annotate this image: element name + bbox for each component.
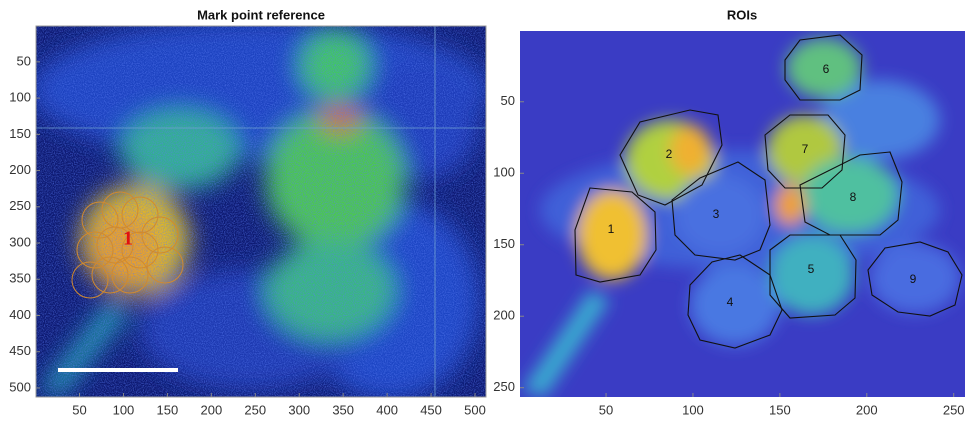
roi-label: 9 xyxy=(910,272,917,286)
mark-label: 1 xyxy=(123,228,133,250)
x-tick-label: 50 xyxy=(72,402,86,417)
x-tick-label: 250 xyxy=(244,402,266,417)
x-tick-label: 100 xyxy=(682,402,704,417)
roi-label: 1 xyxy=(608,222,615,236)
roi-label: 2 xyxy=(666,147,673,161)
chart-title: ROIs xyxy=(727,7,757,22)
chart-title: Mark point reference xyxy=(197,7,325,22)
y-tick-label: 150 xyxy=(9,126,31,141)
roi-label: 4 xyxy=(727,295,734,309)
x-tick-label: 50 xyxy=(599,402,613,417)
x-tick-label: 150 xyxy=(769,402,791,417)
y-tick-label: 350 xyxy=(9,271,31,286)
y-tick-label: 100 xyxy=(493,165,515,180)
roi-label: 6 xyxy=(823,62,830,76)
figure: 1 Mark point reference ROIs 501001502002… xyxy=(0,0,967,421)
y-tick-label: 250 xyxy=(9,198,31,213)
y-tick-label: 300 xyxy=(9,234,31,249)
x-tick-label: 200 xyxy=(856,402,878,417)
x-tick-label: 500 xyxy=(464,402,486,417)
x-tick-label: 100 xyxy=(113,402,135,417)
x-tick-label: 150 xyxy=(157,402,179,417)
y-tick-label: 50 xyxy=(501,93,515,108)
fluorescence-image xyxy=(30,20,490,400)
roi-label: 3 xyxy=(713,207,720,221)
x-tick-label: 250 xyxy=(943,402,965,417)
x-tick-label: 300 xyxy=(288,402,310,417)
y-tick-label: 100 xyxy=(9,90,31,105)
y-tick-label: 400 xyxy=(9,307,31,322)
x-tick-label: 350 xyxy=(332,402,354,417)
roi-label: 7 xyxy=(802,142,809,156)
roi-label: 8 xyxy=(850,190,857,204)
y-tick-label: 500 xyxy=(9,379,31,394)
y-tick-label: 200 xyxy=(493,308,515,323)
roi-label: 5 xyxy=(808,262,815,276)
y-tick-label: 50 xyxy=(17,53,31,68)
y-tick-label: 200 xyxy=(9,162,31,177)
x-tick-label: 450 xyxy=(420,402,442,417)
y-tick-label: 450 xyxy=(9,343,31,358)
y-tick-label: 150 xyxy=(493,236,515,251)
roi-image xyxy=(520,31,965,397)
x-tick-label: 200 xyxy=(200,402,222,417)
y-tick-label: 250 xyxy=(493,379,515,394)
x-tick-label: 400 xyxy=(376,402,398,417)
